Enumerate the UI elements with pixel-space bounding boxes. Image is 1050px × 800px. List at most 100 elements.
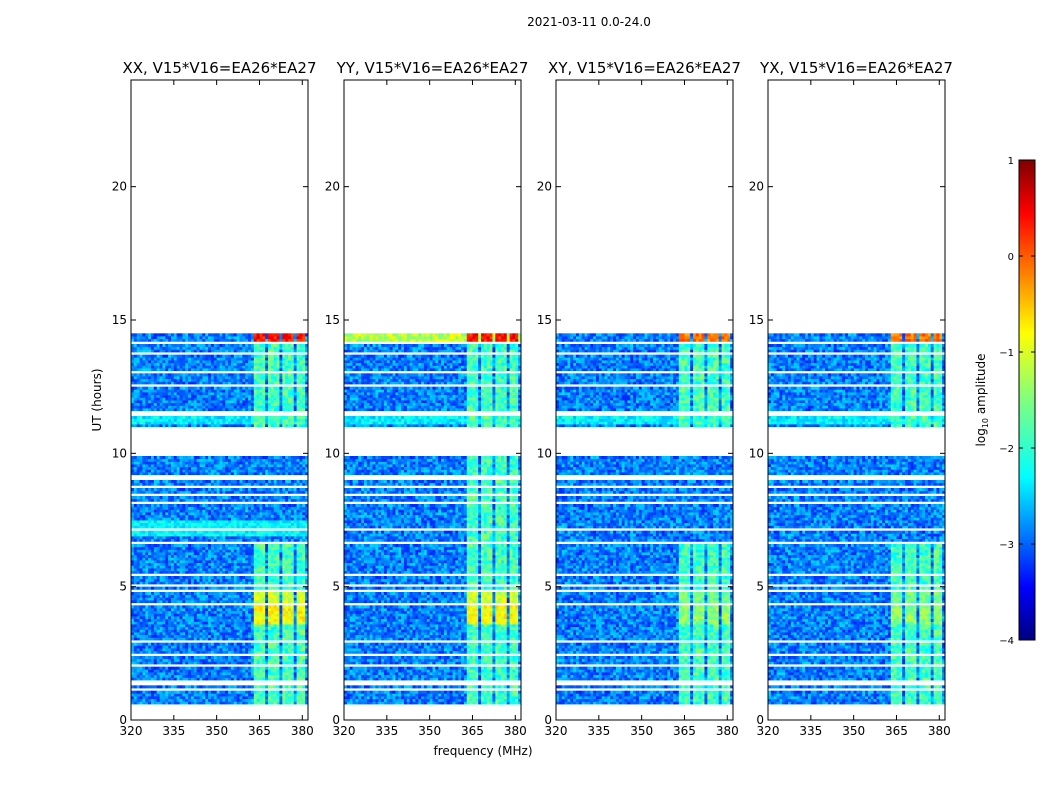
heatmap-cell xyxy=(277,672,280,675)
heatmap-cell xyxy=(217,669,220,672)
heatmap-cell xyxy=(248,643,251,646)
heatmap-cell xyxy=(285,693,288,696)
heatmap-cell xyxy=(282,643,285,646)
heatmap-cell xyxy=(259,667,262,670)
heatmap-cell xyxy=(194,675,197,678)
heatmap-cell xyxy=(294,629,297,632)
heatmap-cell xyxy=(291,699,294,702)
heatmap-cell xyxy=(137,624,140,627)
heatmap-cell xyxy=(297,645,300,648)
heatmap-cell xyxy=(145,661,148,664)
heatmap-cell xyxy=(214,624,217,627)
heatmap-cell xyxy=(285,659,288,662)
heatmap-cell xyxy=(297,672,300,675)
heatmap-cell xyxy=(279,627,282,630)
heatmap-cell xyxy=(294,685,297,688)
heatmap-cell xyxy=(162,675,165,678)
heatmap-cell xyxy=(231,619,234,622)
heatmap-cell xyxy=(254,635,257,638)
heatmap-cell xyxy=(288,696,291,699)
heatmap-cell xyxy=(168,632,171,635)
heatmap-cell xyxy=(162,637,165,640)
heatmap-cell xyxy=(191,635,194,638)
heatmap-cell xyxy=(157,637,160,640)
heatmap-cell xyxy=(257,693,260,696)
heatmap-cell xyxy=(185,661,188,664)
heatmap-cell xyxy=(285,667,288,670)
heatmap-cell xyxy=(137,672,140,675)
heatmap-cell xyxy=(248,669,251,672)
heatmap-cell xyxy=(285,624,288,627)
heatmap-cell xyxy=(299,672,302,675)
heatmap-cell xyxy=(265,685,268,688)
heatmap-cell xyxy=(157,645,160,648)
heatmap-cell xyxy=(245,648,248,651)
heatmap-cell xyxy=(151,613,154,616)
heatmap-cell xyxy=(234,632,237,635)
heatmap-cell xyxy=(217,656,220,659)
heatmap-cell xyxy=(180,693,183,696)
heatmap-cell xyxy=(174,685,177,688)
heatmap-cell xyxy=(279,691,282,694)
heatmap-cell xyxy=(222,643,225,646)
heatmap-cell xyxy=(288,677,291,680)
heatmap-cell xyxy=(168,675,171,678)
heatmap-cell xyxy=(254,699,257,702)
heatmap-cell xyxy=(294,616,297,619)
heatmap-cell xyxy=(262,624,265,627)
heatmap-cell xyxy=(285,629,288,632)
heatmap-cell xyxy=(297,691,300,694)
heatmap-cell xyxy=(174,659,177,662)
heatmap-cell xyxy=(262,616,265,619)
heatmap-cell xyxy=(140,643,143,646)
heatmap-cell xyxy=(259,699,262,702)
heatmap-cell xyxy=(182,648,185,651)
heatmap-cell xyxy=(291,661,294,664)
heatmap-cell xyxy=(145,685,148,688)
heatmap-cell xyxy=(279,651,282,654)
heatmap-cell xyxy=(262,661,265,664)
heatmap-cell xyxy=(245,643,248,646)
heatmap-cell xyxy=(205,621,208,624)
heatmap-cell xyxy=(265,619,268,622)
heatmap-cell xyxy=(202,659,205,662)
heatmap-cell xyxy=(148,677,151,680)
heatmap-cell xyxy=(180,691,183,694)
heatmap-cell xyxy=(279,632,282,635)
heatmap-cell xyxy=(134,696,137,699)
heatmap-cell xyxy=(285,645,288,648)
heatmap-cell xyxy=(157,675,160,678)
heatmap-cell xyxy=(282,659,285,662)
heatmap-cell xyxy=(171,677,174,680)
heatmap-cell xyxy=(268,691,271,694)
heatmap-cell xyxy=(145,621,148,624)
heatmap-cell xyxy=(279,624,282,627)
heatmap-cell xyxy=(200,648,203,651)
heatmap-cell xyxy=(245,667,248,670)
heatmap-cell xyxy=(285,621,288,624)
heatmap-cell xyxy=(180,675,183,678)
heatmap-cell xyxy=(202,643,205,646)
heatmap-cell xyxy=(291,651,294,654)
heatmap-cell xyxy=(211,629,214,632)
heatmap-cell xyxy=(154,629,157,632)
heatmap-cell xyxy=(262,656,265,659)
heatmap-cell xyxy=(288,701,291,704)
heatmap-cell xyxy=(245,661,248,664)
heatmap-cell xyxy=(205,685,208,688)
heatmap-cell xyxy=(277,699,280,702)
heatmap-cell xyxy=(279,661,282,664)
heatmap-cell xyxy=(157,648,160,651)
heatmap-cell xyxy=(288,661,291,664)
heatmap-cell xyxy=(148,627,151,630)
heatmap-cell xyxy=(254,672,257,675)
heatmap-cell xyxy=(299,669,302,672)
heatmap-cell xyxy=(239,619,242,622)
heatmap-cell xyxy=(185,675,188,678)
heatmap-cell xyxy=(302,629,305,632)
heatmap-cell xyxy=(137,613,140,616)
heatmap-cell xyxy=(237,669,240,672)
heatmap-cell xyxy=(211,627,214,630)
heatmap-cell xyxy=(151,691,154,694)
heatmap-cell xyxy=(157,632,160,635)
